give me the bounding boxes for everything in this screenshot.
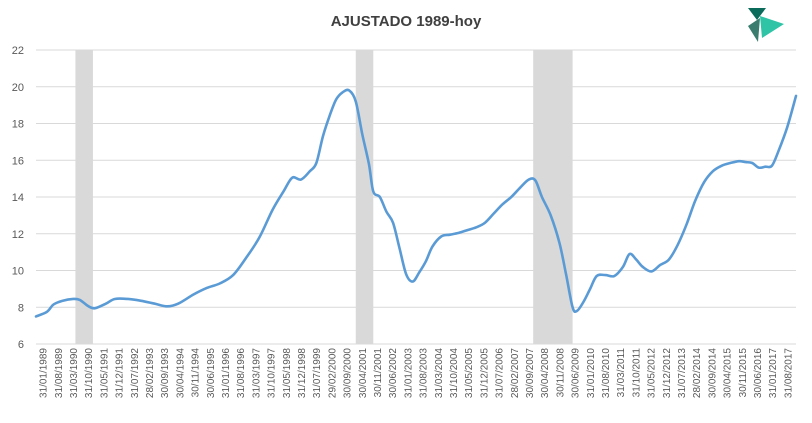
x-tick-label: 31/05/2012: [647, 348, 658, 398]
series: [34, 88, 798, 318]
x-tick-label: 31/01/2003: [403, 348, 414, 398]
x-tick-label: 31/10/1997: [267, 348, 278, 398]
x-tick-label: 31/10/2004: [449, 348, 460, 398]
x-tick-label: 31/03/2004: [434, 348, 445, 398]
x-tick-label: 30/11/2008: [555, 348, 566, 398]
x-tick-label: 31/03/1997: [251, 348, 262, 398]
y-tick-label: 16: [12, 155, 24, 167]
x-tick-label: 31/07/1992: [130, 348, 141, 398]
x-tick-label: 31/05/2005: [464, 348, 475, 398]
x-tick-label: 31/10/1990: [84, 348, 95, 398]
x-tick-label: 31/01/1989: [39, 348, 50, 398]
x-tick-label: 31/07/2006: [495, 348, 506, 398]
gridlines: [36, 49, 796, 345]
x-axis: 31/01/1989 31/08/1989 31/03/1990 31/10/1990…: [39, 348, 795, 398]
x-tick-label: 31/12/1991: [115, 348, 126, 398]
x-tick-label: 31/12/2005: [479, 348, 490, 398]
x-tick-label: 30/04/2001: [358, 348, 369, 398]
logo-shape-right: [760, 16, 784, 38]
x-tick-label: 31/05/1991: [99, 348, 110, 398]
y-tick-label: 14: [12, 192, 24, 204]
logo-shape-left: [748, 18, 760, 42]
x-tick-label: 31/08/1996: [236, 348, 247, 398]
x-tick-label: 30/06/1995: [206, 348, 217, 398]
y-tick-label: 6: [18, 339, 24, 351]
x-tick-label: 30/09/2000: [343, 348, 354, 398]
x-tick-label: 31/05/1998: [282, 348, 293, 398]
x-tick-label: 28/02/2007: [510, 348, 521, 398]
x-tick-label: 31/01/1996: [221, 348, 232, 398]
x-tick-label: 31/01/2017: [768, 348, 779, 398]
y-tick-label: 8: [18, 302, 24, 314]
x-tick-label: 31/08/2010: [601, 348, 612, 398]
x-tick-label: 31/08/2017: [783, 348, 794, 398]
x-tick-label: 31/07/1999: [312, 348, 323, 398]
y-tick-label: 22: [12, 45, 24, 57]
y-tick-label: 12: [12, 229, 24, 241]
x-tick-label: 28/02/1993: [145, 348, 156, 398]
x-tick-label: 31/07/2013: [677, 348, 688, 398]
x-tick-label: 30/04/1994: [175, 348, 186, 398]
x-tick-label: 28/02/2014: [692, 348, 703, 398]
x-tick-label: 30/11/2015: [738, 348, 749, 398]
x-tick-label: 31/12/1998: [297, 348, 308, 398]
x-tick-label: 30/04/2015: [723, 348, 734, 398]
x-tick-label: 30/04/2008: [540, 348, 551, 398]
brand-logo: [748, 8, 784, 42]
x-tick-label: 30/06/2009: [571, 348, 582, 398]
x-tick-label: 31/03/1990: [69, 348, 80, 398]
x-tick-label: 31/08/1989: [54, 348, 65, 398]
x-tick-label: 29/02/2000: [327, 348, 338, 398]
x-tick-label: 30/09/1993: [160, 348, 171, 398]
x-tick-label: 30/06/2016: [753, 348, 764, 398]
x-tick-label: 30/09/2007: [525, 348, 536, 398]
y-tick-label: 18: [12, 119, 24, 131]
y-tick-label: 20: [12, 82, 24, 94]
x-tick-label: 31/03/2011: [616, 348, 627, 398]
x-tick-label: 31/08/2003: [419, 348, 430, 398]
logo-shape-top: [748, 8, 766, 20]
series-line-1: [34, 88, 798, 318]
x-tick-label: 31/12/2012: [662, 348, 673, 398]
x-tick-label: 30/11/1994: [191, 348, 202, 398]
x-tick-label: 30/11/2001: [373, 348, 384, 398]
x-tick-label: 31/01/2010: [586, 348, 597, 398]
x-tick-label: 31/10/2011: [631, 348, 642, 398]
chart-title: AJUSTADO 1989-hoy: [331, 13, 482, 30]
y-tick-label: 10: [12, 266, 24, 278]
x-tick-label: 30/09/2014: [707, 348, 718, 398]
x-tick-label: 30/06/2002: [388, 348, 399, 398]
y-axis: 6 8 10 12 14 16 18 20 22: [12, 45, 24, 351]
